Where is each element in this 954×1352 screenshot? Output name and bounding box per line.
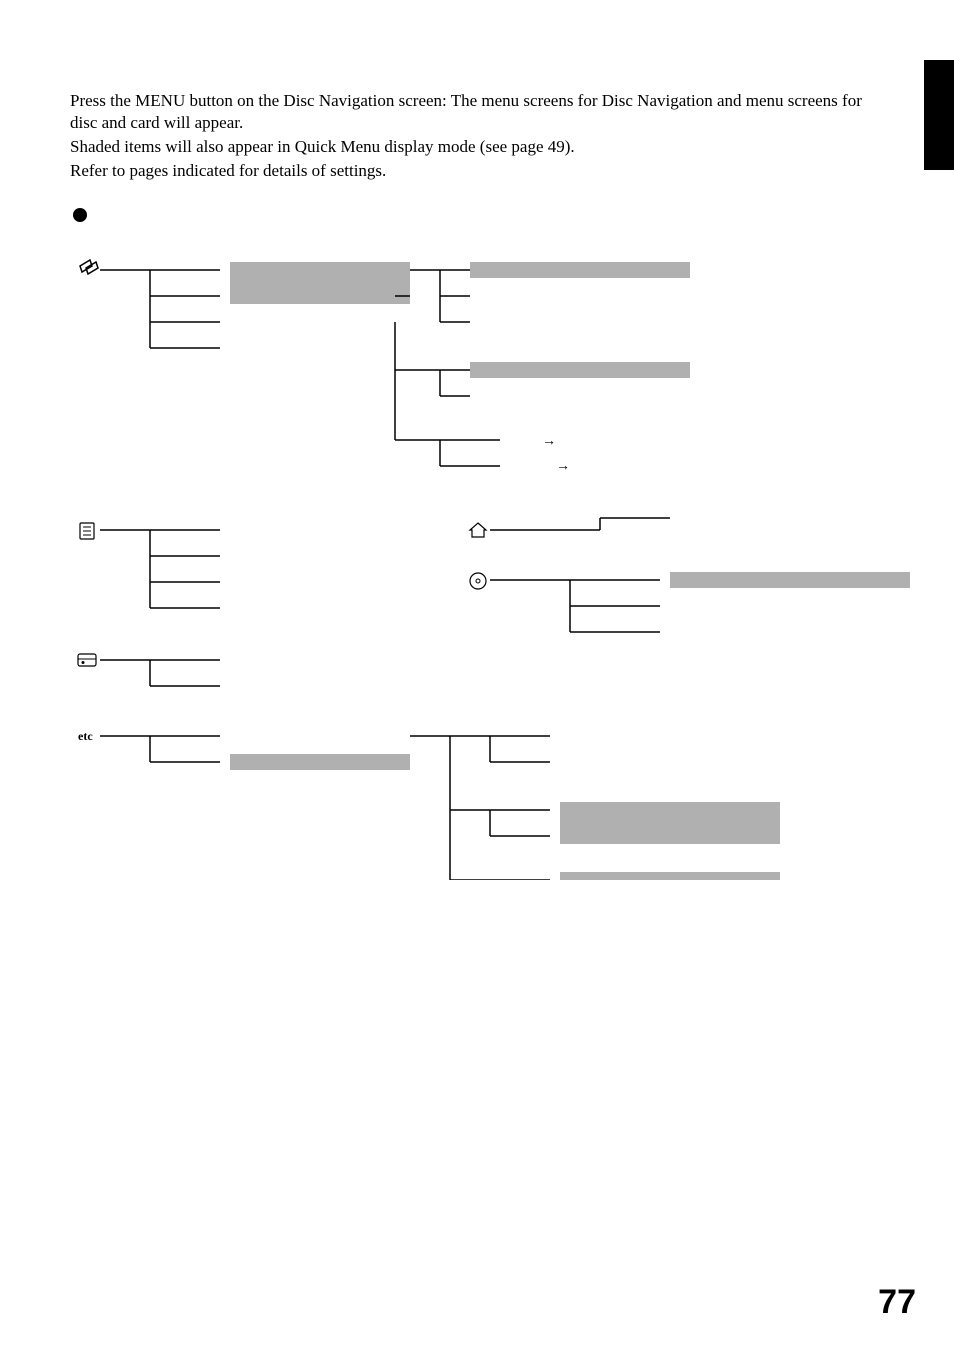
svg-text:etc: etc bbox=[78, 729, 93, 743]
side-tab bbox=[924, 60, 954, 170]
intro-p1: Press the MENU button on the Disc Naviga… bbox=[70, 90, 890, 134]
house-icon bbox=[470, 523, 486, 537]
menu-tree-diagram: → → etc bbox=[70, 240, 910, 880]
intro-p3: Refer to pages indicated for details of … bbox=[70, 160, 890, 182]
scene-icon bbox=[80, 260, 98, 274]
disc-icon bbox=[470, 573, 486, 589]
etc-icon: etc bbox=[78, 729, 93, 743]
arrow-right-icon: → bbox=[556, 459, 570, 474]
intro-p2: Shaded items will also appear in Quick M… bbox=[70, 136, 890, 158]
bullet-icon bbox=[73, 208, 87, 222]
arrow-right-icon: → bbox=[542, 434, 556, 449]
page-number: 77 bbox=[878, 1283, 916, 1322]
intro-text: Press the MENU button on the Disc Naviga… bbox=[70, 90, 890, 184]
card-icon bbox=[78, 654, 96, 666]
list-icon bbox=[80, 523, 94, 539]
